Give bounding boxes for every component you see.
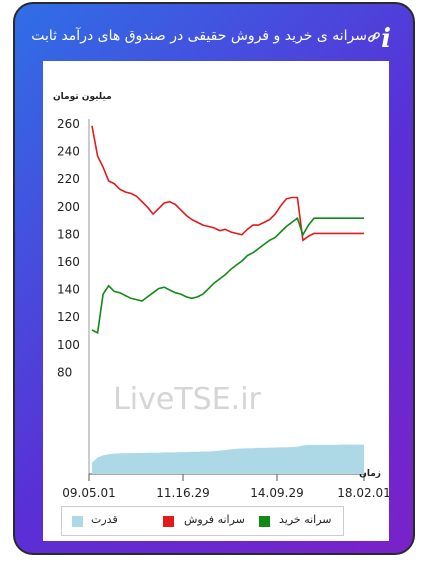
watermark: LiveTSE.ir bbox=[113, 382, 261, 417]
power-area bbox=[92, 444, 364, 474]
y-tick-label: 200 bbox=[57, 200, 80, 214]
legend-item-power[interactable]: قدرت bbox=[72, 513, 142, 528]
y-axis-label: میلیون تومان bbox=[53, 92, 112, 102]
plot-panel: میلیون تومان 260 240 220 200 180 160 140 120 100 8… bbox=[43, 61, 391, 541]
legend: قدرت سرانه فروش سرانه خرید bbox=[61, 506, 344, 536]
legend-label-power: قدرت bbox=[91, 513, 118, 526]
info-icon[interactable]: i bbox=[381, 24, 391, 54]
y-tick-label: 80 bbox=[57, 365, 72, 379]
legend-item-sell[interactable]: سرانه فروش bbox=[163, 513, 253, 528]
legend-swatch-power bbox=[72, 516, 83, 527]
x-tick-label: 11.16.29 bbox=[156, 486, 209, 500]
chart-header: سرانه ی خرید و فروش حقیقی در صندوق های د… bbox=[15, 20, 413, 56]
legend-swatch-buy bbox=[259, 516, 270, 527]
y-tick-label: 120 bbox=[57, 310, 80, 324]
x-tick-label: 18.02.01 bbox=[337, 486, 389, 500]
x-tick-label: 09.05.01 bbox=[62, 486, 115, 500]
y-tick-label: 260 bbox=[57, 117, 80, 131]
legend-label-buy: سرانه خرید bbox=[279, 513, 332, 526]
sell-series-line bbox=[91, 125, 364, 242]
legend-swatch-sell bbox=[163, 516, 174, 527]
buy-series-line bbox=[91, 216, 364, 335]
y-tick-label: 140 bbox=[57, 283, 80, 297]
x-axis-label: زمان bbox=[359, 469, 381, 479]
y-tick-label: 160 bbox=[57, 255, 80, 269]
chart-svg: میلیون تومان 260 240 220 200 180 160 140 120 100 8… bbox=[53, 92, 391, 500]
y-tick-label: 180 bbox=[57, 227, 80, 241]
y-tick-label: 100 bbox=[57, 338, 80, 352]
chart-title: سرانه ی خرید و فروش حقیقی در صندوق های د… bbox=[31, 28, 367, 44]
legend-label-sell: سرانه فروش bbox=[184, 513, 245, 526]
legend-item-buy[interactable]: سرانه خرید bbox=[259, 513, 344, 528]
x-tick-label: 14.09.29 bbox=[250, 486, 303, 500]
link-icon[interactable] bbox=[367, 30, 381, 44]
y-tick-label: 240 bbox=[57, 145, 80, 159]
y-tick-label: 220 bbox=[57, 172, 80, 186]
chart-card: سرانه ی خرید و فروش حقیقی در صندوق های د… bbox=[13, 2, 415, 555]
